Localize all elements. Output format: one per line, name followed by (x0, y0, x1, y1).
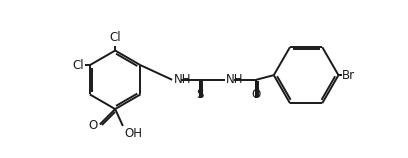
Text: Cl: Cl (109, 31, 121, 44)
Text: Br: Br (342, 69, 355, 82)
Text: O: O (88, 119, 98, 132)
Text: NH: NH (174, 73, 191, 85)
Text: O: O (251, 88, 261, 101)
Text: OH: OH (124, 127, 142, 140)
Text: Cl: Cl (72, 59, 84, 72)
Text: NH: NH (226, 73, 244, 85)
Text: S: S (196, 88, 204, 101)
